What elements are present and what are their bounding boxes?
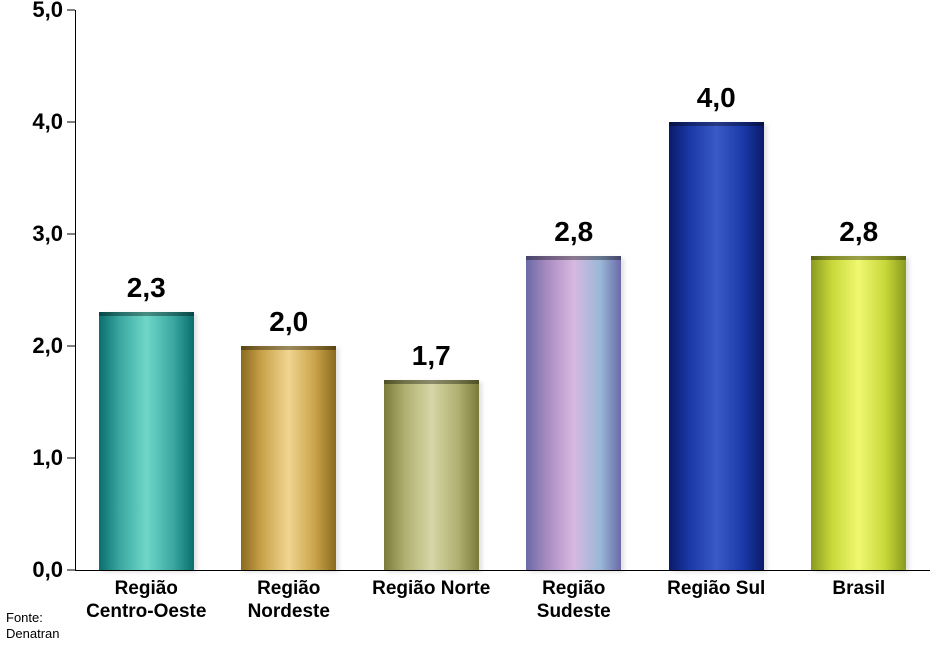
- bar: [241, 346, 336, 570]
- x-axis-labels: Região Centro-OesteRegião NordesteRegião…: [75, 578, 930, 628]
- y-tick-mark: [67, 122, 75, 123]
- y-tick-label: 4,0: [32, 109, 63, 135]
- y-axis: 0,01,02,03,04,05,0: [0, 10, 75, 570]
- bars-area: 2,3 2,0 1,7 2,8 4,0 2,8: [75, 10, 930, 570]
- bar-group: 2,8: [526, 256, 621, 570]
- y-tick-mark: [67, 10, 75, 11]
- bar: [669, 122, 764, 570]
- y-tick-label: 3,0: [32, 221, 63, 247]
- bar-value-label: 2,0: [269, 306, 308, 338]
- bar-top-edge: [811, 256, 906, 260]
- bar: [811, 256, 906, 570]
- bar-top-edge: [526, 256, 621, 260]
- y-tick-label: 1,0: [32, 445, 63, 471]
- bar-group: 2,0: [241, 346, 336, 570]
- bar-group: 4,0: [669, 122, 764, 570]
- y-tick-label: 2,0: [32, 333, 63, 359]
- bar-value-label: 2,8: [554, 216, 593, 248]
- bar-top-edge: [241, 346, 336, 350]
- bar-value-label: 2,8: [839, 216, 878, 248]
- bar-top-edge: [669, 122, 764, 126]
- bar-value-label: 2,3: [127, 272, 166, 304]
- y-tick-mark: [67, 234, 75, 235]
- x-tick-label: Região Sul: [645, 578, 788, 601]
- source-label: Fonte: Denatran: [6, 610, 59, 641]
- bar-group: 1,7: [384, 380, 479, 570]
- x-tick-label: Região Centro-Oeste: [75, 578, 218, 624]
- bar-group: 2,8: [811, 256, 906, 570]
- bar: [526, 256, 621, 570]
- y-tick-label: 0,0: [32, 557, 63, 583]
- bar-top-edge: [99, 312, 194, 316]
- bar-group: 2,3: [99, 312, 194, 570]
- bar: [99, 312, 194, 570]
- y-tick-label: 5,0: [32, 0, 63, 23]
- chart-container: 0,0 1,0 2,0 3,0 4,0 5,0 2,3 2,0 1,7 2,8 4,0 2,8 Re…: [0, 0, 948, 656]
- y-tick-mark: [67, 346, 75, 347]
- x-tick-label: Brasil: [788, 578, 931, 601]
- bar: [384, 380, 479, 570]
- bar-value-label: 1,7: [412, 340, 451, 372]
- bar-top-edge: [384, 380, 479, 384]
- y-tick-mark: [67, 570, 75, 571]
- bar-value-label: 4,0: [697, 82, 736, 114]
- x-tick-label: Região Nordeste: [218, 578, 361, 624]
- x-tick-label: Região Sudeste: [503, 578, 646, 624]
- x-axis-line: [75, 570, 930, 571]
- y-tick-mark: [67, 458, 75, 459]
- x-tick-label: Região Norte: [360, 578, 503, 601]
